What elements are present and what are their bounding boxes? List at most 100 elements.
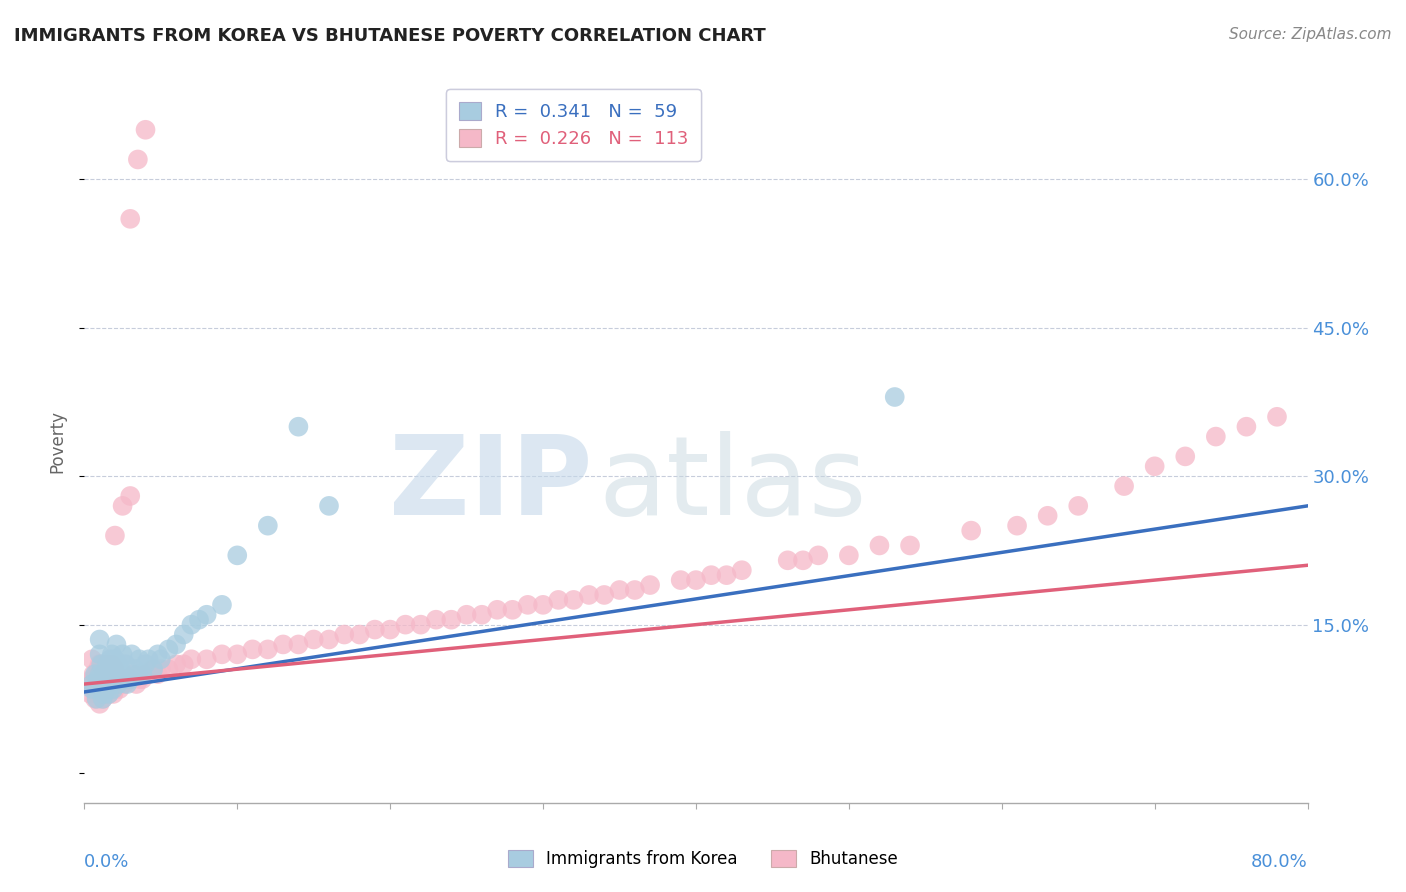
Point — [104, 652, 127, 666]
Point — [125, 677, 148, 691]
Point — [120, 211, 142, 226]
Point — [257, 642, 280, 657]
Point — [257, 518, 280, 533]
Point — [731, 563, 754, 577]
Point — [80, 672, 103, 686]
Point — [101, 648, 124, 662]
Point — [578, 588, 600, 602]
Point — [180, 617, 202, 632]
Point — [104, 662, 127, 676]
Point — [87, 672, 110, 686]
Point — [87, 681, 110, 696]
Point — [96, 657, 118, 672]
Point — [135, 657, 157, 672]
Point — [83, 681, 105, 696]
Point — [105, 637, 128, 651]
Point — [101, 677, 124, 691]
Point — [108, 672, 131, 686]
Point — [104, 681, 127, 696]
Point — [90, 677, 112, 691]
Point — [124, 662, 146, 676]
Point — [96, 681, 118, 696]
Legend: Immigrants from Korea, Bhutanese: Immigrants from Korea, Bhutanese — [501, 843, 905, 875]
Point — [98, 681, 121, 696]
Point — [122, 667, 145, 681]
Point — [97, 687, 120, 701]
Point — [157, 642, 180, 657]
Point — [547, 593, 569, 607]
Point — [91, 691, 114, 706]
Point — [409, 617, 432, 632]
Point — [440, 613, 463, 627]
Point — [669, 573, 692, 587]
Point — [97, 667, 120, 681]
Point — [149, 662, 172, 676]
Point — [149, 652, 172, 666]
Point — [128, 672, 150, 686]
Point — [120, 489, 142, 503]
Point — [302, 632, 325, 647]
Point — [77, 677, 100, 691]
Point — [96, 677, 118, 691]
Point — [1205, 429, 1227, 443]
Text: IMMIGRANTS FROM KOREA VS BHUTANESE POVERTY CORRELATION CHART: IMMIGRANTS FROM KOREA VS BHUTANESE POVER… — [14, 27, 766, 45]
Point — [105, 677, 128, 691]
Point — [89, 648, 111, 662]
Point — [121, 648, 143, 662]
Point — [471, 607, 494, 622]
Point — [364, 623, 387, 637]
Point — [98, 652, 121, 666]
Text: 80.0%: 80.0% — [1251, 854, 1308, 871]
Legend: R =  0.341   N =  59, R =  0.226   N =  113: R = 0.341 N = 59, R = 0.226 N = 113 — [446, 89, 702, 161]
Point — [807, 549, 830, 563]
Point — [94, 681, 117, 696]
Point — [776, 553, 799, 567]
Point — [211, 648, 233, 662]
Point — [131, 667, 153, 681]
Point — [516, 598, 538, 612]
Point — [112, 672, 135, 686]
Point — [486, 603, 509, 617]
Point — [1005, 518, 1028, 533]
Point — [146, 648, 169, 662]
Point — [792, 553, 814, 567]
Point — [98, 677, 121, 691]
Point — [1174, 450, 1197, 464]
Point — [89, 632, 111, 647]
Point — [93, 687, 115, 701]
Point — [108, 681, 131, 696]
Point — [869, 539, 891, 553]
Point — [195, 607, 218, 622]
Point — [195, 652, 218, 666]
Point — [180, 652, 202, 666]
Point — [128, 652, 150, 666]
Point — [115, 677, 138, 691]
Point — [91, 672, 114, 686]
Y-axis label: Poverty: Poverty — [48, 410, 66, 473]
Point — [110, 662, 132, 676]
Point — [93, 667, 115, 681]
Point — [394, 617, 416, 632]
Point — [90, 687, 112, 701]
Point — [287, 419, 309, 434]
Point — [165, 637, 187, 651]
Point — [94, 677, 117, 691]
Point — [90, 657, 112, 672]
Text: atlas: atlas — [598, 432, 866, 539]
Point — [120, 672, 142, 686]
Point — [960, 524, 983, 538]
Point — [91, 672, 114, 686]
Point — [104, 528, 127, 542]
Point — [685, 573, 707, 587]
Point — [90, 667, 112, 681]
Point — [79, 687, 101, 701]
Point — [173, 657, 195, 672]
Point — [107, 657, 129, 672]
Point — [898, 539, 921, 553]
Point — [89, 667, 111, 681]
Point — [226, 648, 249, 662]
Point — [349, 627, 371, 641]
Point — [107, 677, 129, 691]
Point — [91, 691, 114, 706]
Point — [716, 568, 738, 582]
